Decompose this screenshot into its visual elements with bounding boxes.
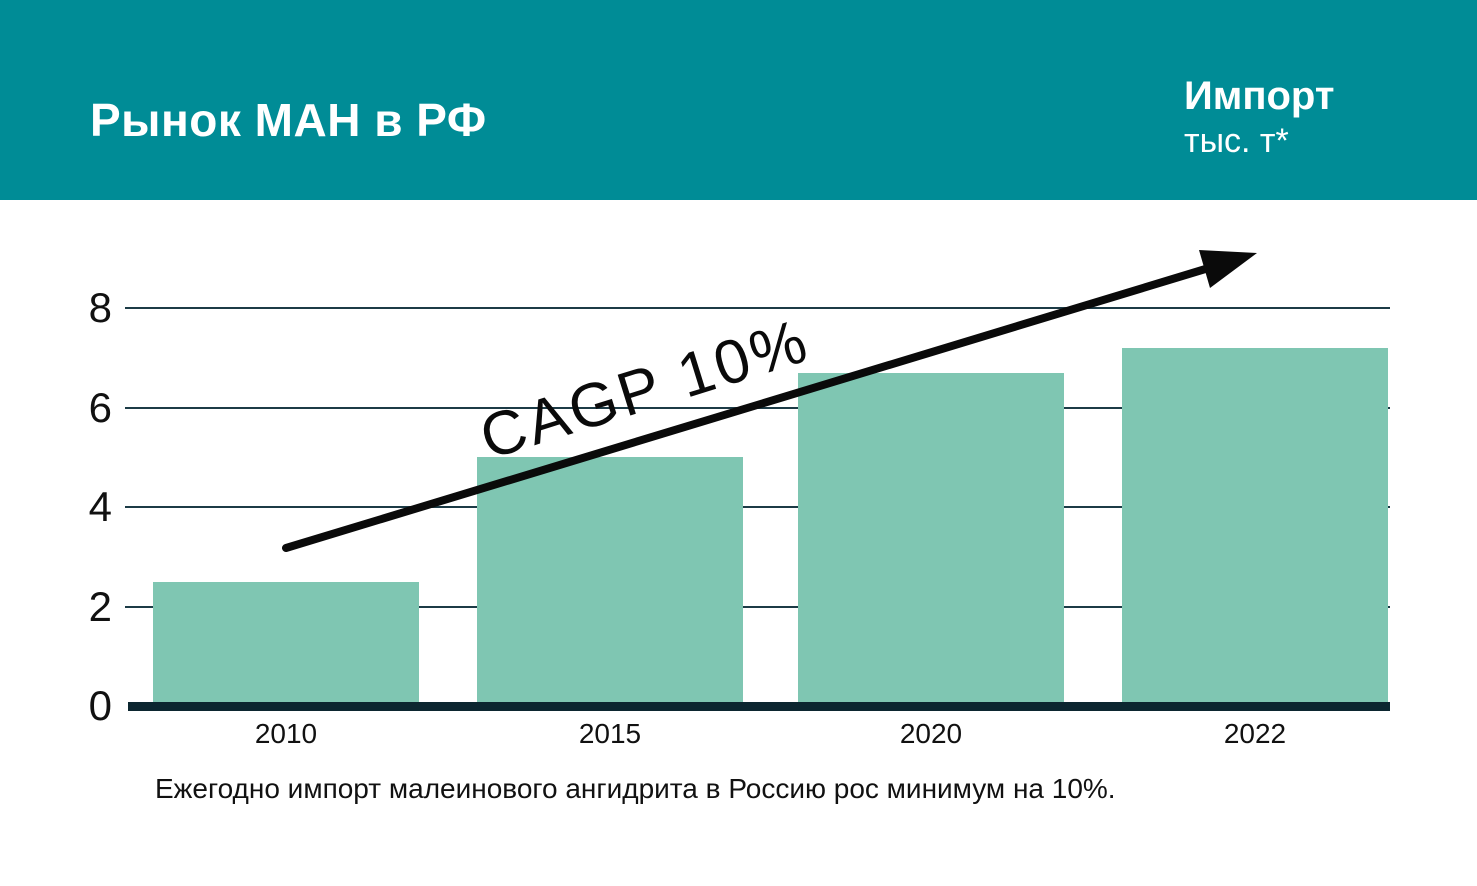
page-title: Рынок МАН в РФ	[90, 94, 487, 146]
legend-title: Импорт	[1184, 74, 1335, 118]
bar-2015	[477, 457, 743, 706]
chart-caption: Ежегодно импорт малеинового ангидрита в …	[155, 773, 1116, 804]
legend-unit: тыс. т*	[1184, 122, 1289, 160]
gridline-y2	[125, 605, 1390, 608]
legend-block: Импорт тыс. т*	[1184, 74, 1334, 160]
x-axis-label-2010: 2010	[254, 718, 318, 749]
y-axis-label-4: 4	[88, 483, 112, 530]
bar-2022	[1122, 348, 1388, 706]
y-axis-label-6: 6	[88, 383, 112, 431]
x-axis-line	[128, 702, 1390, 711]
header-band: Рынок МАН в РФ Импорт тыс. т*	[0, 0, 1477, 200]
x-axis-label-2020: 2020	[899, 718, 963, 749]
gridline-y8	[125, 307, 1390, 309]
x-axis-label-2022: 2022	[1223, 718, 1287, 749]
x-axis-label-2015: 2015	[578, 718, 642, 749]
bar-2010	[153, 582, 419, 706]
y-axis-label-2: 2	[88, 582, 112, 630]
y-axis-label-8: 8	[88, 284, 112, 331]
bar-2020	[798, 373, 1064, 706]
y-axis-label-0: 0	[88, 682, 112, 729]
